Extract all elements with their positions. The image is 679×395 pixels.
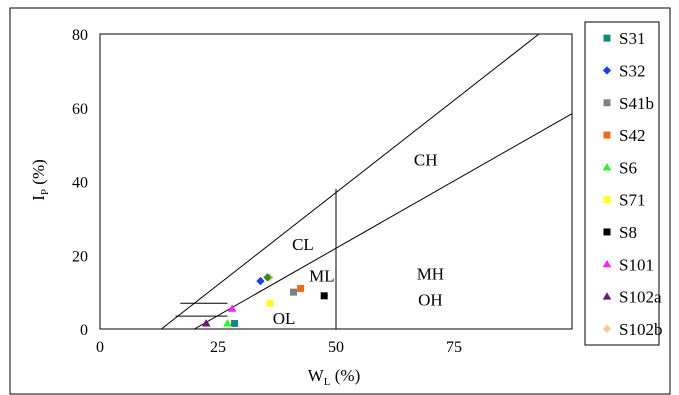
legend-item: S101 [602,255,654,274]
zone-label: ML [309,267,335,286]
legend-marker [603,131,611,139]
legend-marker [602,292,612,300]
legend-label: S41b [619,94,654,113]
legend-label: S31 [619,29,645,48]
legend-item: S8 [603,223,637,242]
legend-marker [602,163,612,171]
point-unlabeled [263,273,272,282]
axis-ticks: 0 25 50 75 0 20 40 60 80 [72,27,462,356]
legend-label: S42 [619,126,645,145]
point-s8 [320,292,328,300]
zone-label: CL [292,235,314,254]
legend-item: S32 [602,61,645,80]
legend-label: S32 [619,61,645,80]
legend-label: S102a [619,288,662,307]
point-s71 [266,299,274,307]
zone-labels: CH CL ML MH OH OL [273,150,444,328]
zone-label: CH [414,150,438,169]
legend-marker [603,99,611,107]
a-line [194,113,572,329]
legend-label: S8 [619,223,637,242]
point-s102a [201,319,211,327]
point-s42 [297,284,305,292]
chart-lines [161,34,572,329]
point-s6 [223,319,232,327]
legend-label: S6 [619,158,637,177]
point-s101 [227,304,237,312]
legend-marker [603,228,611,236]
legend-marker [602,259,612,268]
legend-marker [602,66,612,75]
legend-label: S71 [619,191,645,210]
legend: S31 S32 S41b S42 S6 S71 S8 S101 S102a S102b [584,21,662,346]
zone-label: MH [417,265,444,284]
point-s31 [231,319,239,327]
point-s41b [290,288,298,296]
legend-marker [603,196,611,204]
y-tick-label: 20 [72,248,88,265]
legend-marker [602,324,612,334]
legend-label: S101 [619,255,654,274]
y-tick-label: 60 [72,101,88,118]
data-points [201,273,328,327]
x-tick-label: 0 [96,339,104,356]
legend-item: S31 [603,29,645,48]
legend-item: S6 [602,158,637,177]
y-axis-label: IP (%) [29,159,51,201]
zone-label: OH [418,291,443,310]
legend-item: S41b [603,94,654,113]
y-tick-label: 40 [72,175,88,192]
point-s32 [256,276,265,286]
outer-border [9,7,671,395]
legend-item: S71 [603,191,645,210]
zone-label: OL [273,309,296,328]
x-tick-label: 25 [210,339,226,356]
upper-limit-line [161,34,540,329]
x-tick-label: 50 [328,339,344,356]
legend-marker [603,34,611,42]
axis-labels: IP (%) WL (%) [29,159,360,388]
legend-item: S42 [603,126,645,145]
x-axis-label: WL (%) [308,366,361,388]
plot-area [99,33,573,330]
x-tick-label: 75 [446,339,462,356]
legend-box [584,21,660,346]
legend-item: S102b [602,320,662,339]
y-tick-label: 0 [80,322,88,339]
y-tick-label: 80 [72,27,88,44]
legend-label: S102b [619,320,662,339]
legend-item: S102a [602,288,662,307]
